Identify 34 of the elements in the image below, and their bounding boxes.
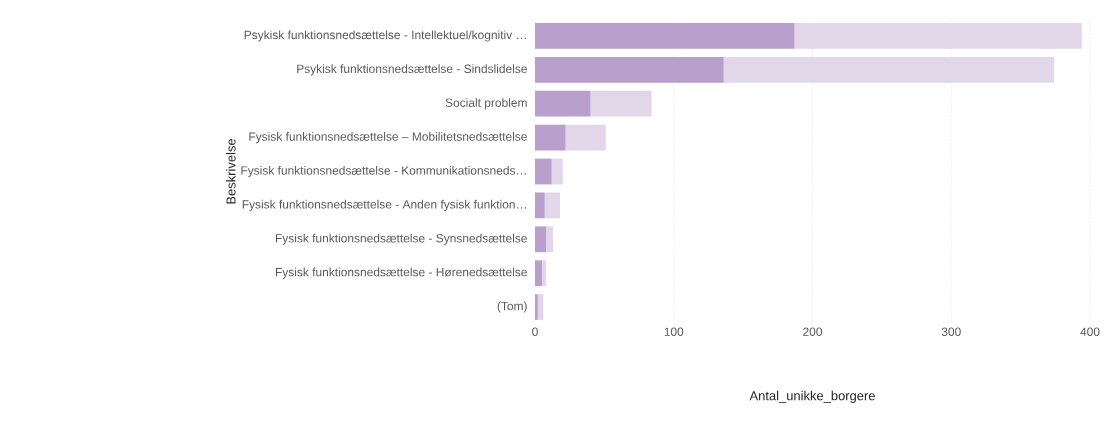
bar [537,294,544,320]
y-axis-title: Beskrivelse [226,138,236,204]
bar [535,158,552,185]
x-tick-label: 400 [1080,327,1100,336]
x-tick-label: 0 [532,327,538,336]
bar [535,124,566,151]
bar [723,56,1054,83]
bar [535,192,545,219]
bar [535,56,724,83]
bar [544,192,560,219]
y-tick-label: Socialt problem [445,98,527,110]
bar [541,260,547,287]
bar [794,23,1082,49]
x-tick-label: 100 [664,327,684,336]
y-tick-label: Fysisk funktionsnedsættelse – Mobilitetsnedsættelse [249,132,527,144]
y-tick-label: Fysisk funktionsnedsættelse - Kommunikationsneds… [241,165,526,178]
bar [535,294,538,320]
y-tick-label: Fysisk funktionsnedsættelse - Hørenedsættelse [275,267,527,279]
x-tick-label: 200 [803,327,823,336]
x-axis-title: Antal_unikke_borgere [749,390,875,403]
bar [535,90,591,117]
y-tick-label: Fysisk funktionsnedsættelse - Anden fysisk funktion… [242,199,526,211]
bar [565,124,606,151]
bar [535,260,542,287]
bar [546,226,554,253]
y-tick-label: Psykisk funktionsnedsættelse - Intellektuel/kognitiv … [244,30,526,42]
y-tick-label: (Tom) [497,301,527,313]
y-tick-label: Psykisk funktionsnedsættelse - Sindslidelse [297,64,527,76]
bar [535,226,547,253]
bar [590,90,652,117]
y-tick-label: Fysisk funktionsnedsættelse - Synsnedsættelse [275,233,527,245]
bar [551,158,563,185]
bar [535,23,795,49]
x-tick-label: 300 [941,327,961,336]
